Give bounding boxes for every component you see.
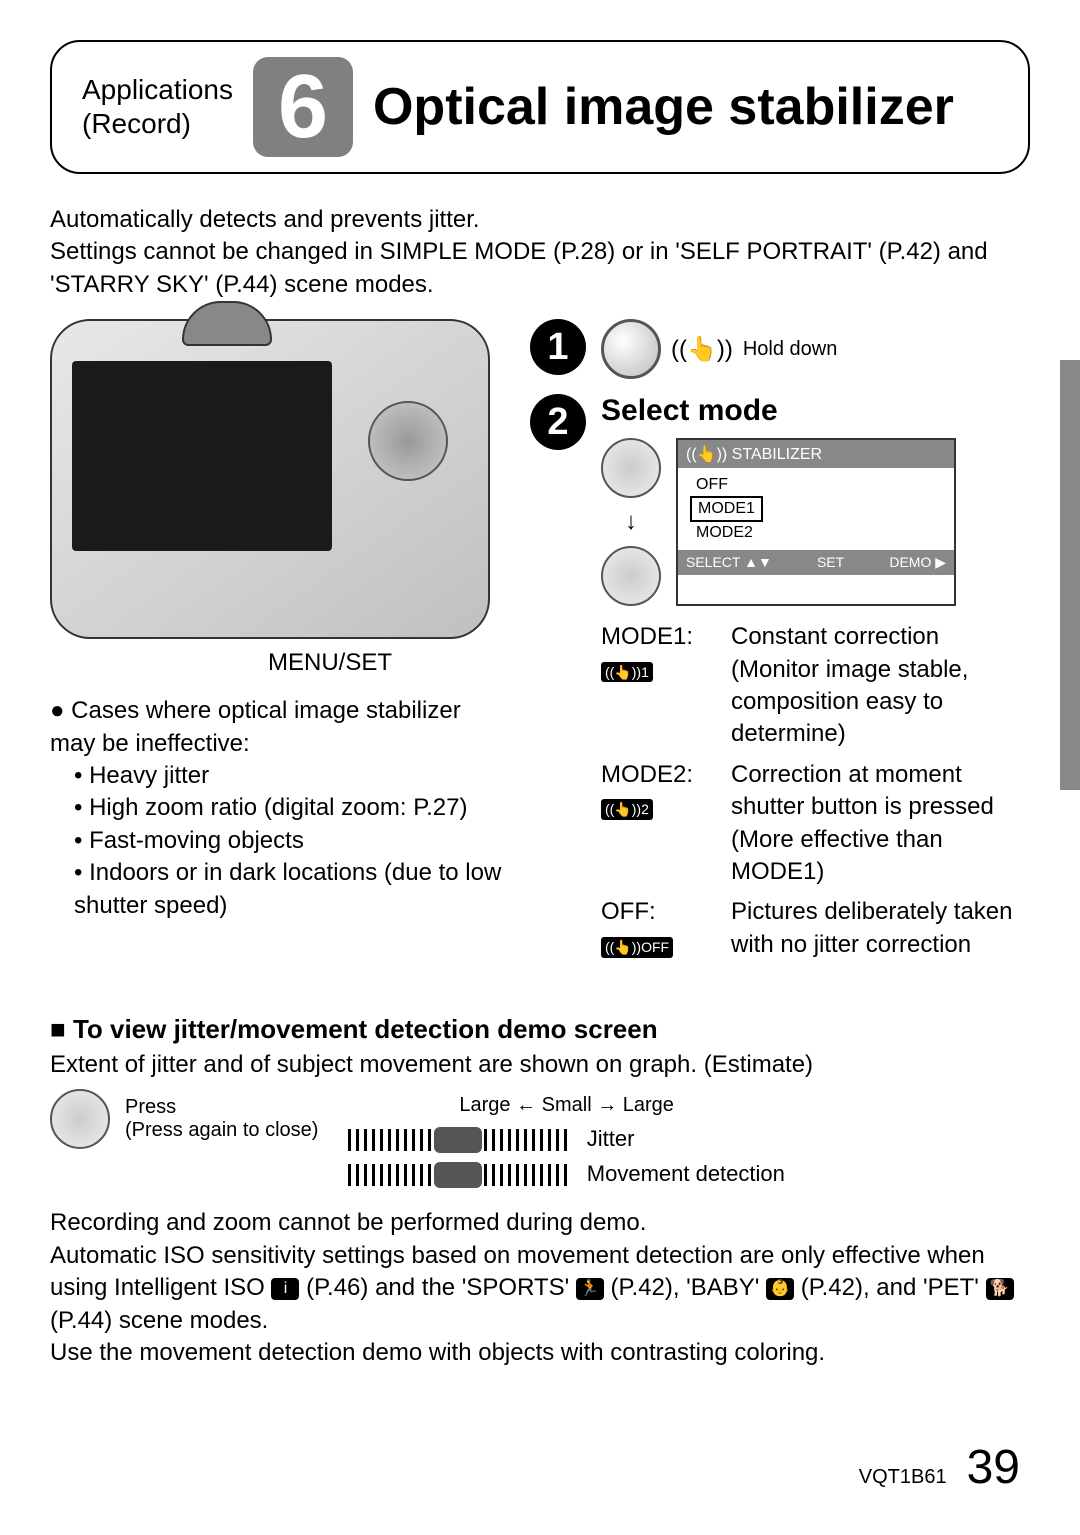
camera-controls [358,401,458,581]
step1-body: ((👆)) Hold down [601,319,1030,379]
side-tab [1060,360,1080,790]
mode-definitions: MODE1: ((👆))1 Constant correction (Monit… [601,621,1030,961]
menu-body: OFF MODE1 MODE2 [678,468,954,550]
mode2-label: MODE2: ((👆))2 [601,759,721,889]
note-item: Use the movement detection demo with obj… [50,1337,1030,1369]
dpad-stack: ↓ [601,438,661,606]
off-label: OFF: ((👆))OFF [601,896,721,961]
jitter-row: Jitter [348,1121,784,1156]
menu-item-mode2: MODE2 [690,522,942,544]
mode2-icon: ((👆))2 [601,799,653,820]
off-row: OFF: ((👆))OFF Pictures deliberately take… [601,896,1030,961]
bullet-item: Indoors or in dark locations (due to low… [74,857,510,922]
camera-illustration [50,319,490,639]
press-close-label: (Press again to close) [125,1119,318,1142]
select-mode-title: Select mode [601,394,1030,428]
pet-icon: 🐕 [986,1278,1014,1300]
dpad-icon [601,438,661,498]
main-row: MENU/SET Cases where optical image stabi… [50,319,1030,984]
demo-section: To view jitter/movement detection demo s… [50,1014,1030,1369]
press-label: Press [125,1096,318,1119]
demo-graph-col: Large ← Small → Large Jitter Movement de… [348,1089,784,1191]
demo-heading: To view jitter/movement detection demo s… [50,1014,1030,1045]
menu-item-mode1: MODE1 [690,496,763,522]
baby-icon: 👶 [766,1278,794,1300]
menu-set-label: MENU/SET [150,649,510,677]
footer-demo: DEMO ▶ [889,554,946,571]
off-desc: Pictures deliberately taken with no jitt… [731,896,1030,961]
camera-dpad [368,401,448,481]
dpad-center-icon [601,546,661,606]
press-labels: Press (Press again to close) [125,1096,318,1142]
bullet-item: Fast-moving objects [74,825,510,857]
page-footer: VQT1B61 39 [859,1440,1020,1495]
mode2-desc: Correction at moment shutter button is p… [731,759,1030,889]
page-number: 39 [967,1440,1020,1495]
mode1-label: MODE1: ((👆))1 [601,621,721,751]
down-arrow-icon: ↓ [625,508,637,536]
step-2: 2 Select mode ↓ ((👆)) STABILIZER OFF MOD… [530,394,1030,969]
footer-set: SET [817,554,844,571]
demo-line: Extent of jitter and of subject movement… [50,1051,1030,1079]
page-title: Optical image stabilizer [373,77,954,137]
notes-list: Recording and zoom cannot be performed d… [50,1207,1030,1369]
iso-icon: i [271,1278,299,1300]
movement-label: Movement detection [587,1161,785,1186]
intro-text: Automatically detects and prevents jitte… [50,204,1030,301]
step-number: 2 [530,394,586,450]
mode1-row: MODE1: ((👆))1 Constant correction (Monit… [601,621,1030,751]
doc-code: VQT1B61 [859,1466,947,1489]
bullet-item: High zoom ratio (digital zoom: P.27) [74,792,510,824]
step-1: 1 ((👆)) Hold down [530,319,1030,379]
step-number: 1 [530,319,586,375]
axis-label: Large ← Small → Large [348,1089,784,1121]
camera-dial [182,301,272,346]
menu-header: ((👆)) STABILIZER [678,440,954,468]
footer-select: SELECT ▲▼ [686,554,772,571]
off-icon: ((👆))OFF [601,937,673,958]
jitter-bar [348,1129,568,1151]
camera-screen [72,361,332,551]
movement-row: Movement detection [348,1156,784,1191]
left-column: MENU/SET Cases where optical image stabi… [50,319,510,984]
hold-down-label: Hold down [743,338,838,361]
page-header: Applications (Record) 6 Optical image st… [50,40,1030,174]
menu-footer: SELECT ▲▼ SET DEMO ▶ [678,550,954,575]
ineffective-cases: Cases where optical image stabilizer may… [50,695,510,922]
mode2-row: MODE2: ((👆))2 Correction at moment shutt… [601,759,1030,889]
right-column: 1 ((👆)) Hold down 2 Select mode ↓ (( [530,319,1030,984]
mode-row: ↓ ((👆)) STABILIZER OFF MODE1 MODE2 SELEC… [601,438,1030,606]
mode1-text: MODE1: [601,623,693,650]
demo-press-col: Press (Press again to close) [50,1089,318,1149]
stabilizer-menu: ((👆)) STABILIZER OFF MODE1 MODE2 SELECT … [676,438,956,606]
category-label: Applications (Record) [82,73,233,140]
ineffective-heading: Cases where optical image stabilizer may… [50,695,510,760]
bullet-item: Heavy jitter [74,760,510,792]
mode1-desc: Constant correction (Monitor image stabl… [731,621,1030,751]
movement-bar [348,1164,568,1186]
jitter-label: Jitter [587,1126,635,1151]
sports-icon: 🏃 [576,1278,604,1300]
step2-body: Select mode ↓ ((👆)) STABILIZER OFF MODE1… [601,394,1030,969]
mode1-icon: ((👆))1 [601,662,653,683]
demo-row: Press (Press again to close) Large ← Sma… [50,1089,1030,1191]
category-line2: (Record) [82,107,233,141]
off-text: OFF: [601,898,656,925]
ois-symbol: ((👆)) [671,335,733,364]
note-item: Automatic ISO sensitivity settings based… [50,1240,1030,1337]
menu-item-off: OFF [690,474,942,496]
note-item: Recording and zoom cannot be performed d… [50,1207,1030,1239]
dpad-right-icon [50,1089,110,1149]
category-line1: Applications [82,73,233,107]
mode2-text: MODE2: [601,761,693,788]
chapter-number: 6 [253,57,353,157]
ois-button-icon [601,319,661,379]
